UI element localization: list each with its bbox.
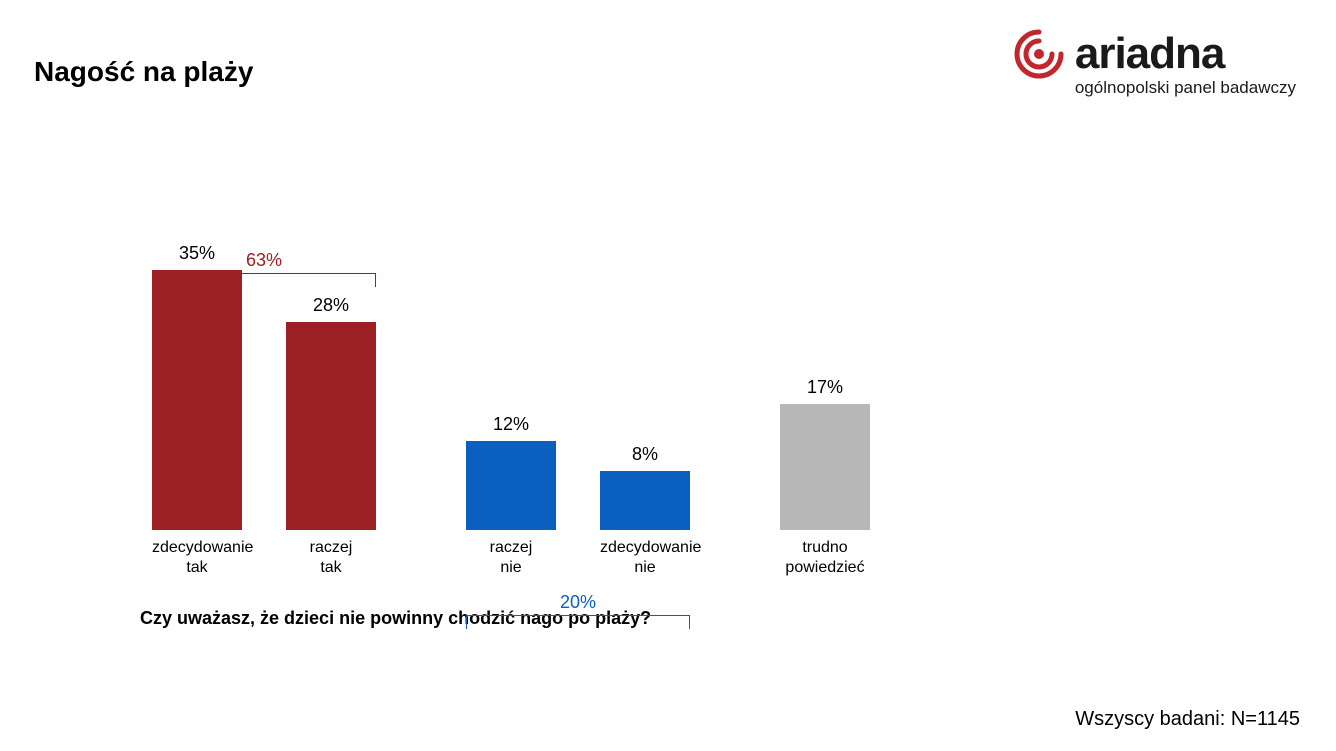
bar-value-label: 12% <box>493 414 529 435</box>
survey-bar-chart: 35%28%63%12%8%20%17% zdecydowanietakracz… <box>130 190 850 629</box>
group-total-label: 20% <box>467 592 689 613</box>
bar-column: 28% <box>286 295 376 530</box>
logo-wordmark: ariadna <box>1075 29 1225 79</box>
brand-logo: ariadna ogólnopolski panel badawczy <box>1013 28 1296 98</box>
ariadna-target-icon <box>1013 28 1065 80</box>
bar <box>286 322 376 530</box>
category-label: zdecydowanietak <box>152 538 242 578</box>
page-title: Nagość na plaży <box>34 56 253 88</box>
bar-value-label: 17% <box>807 377 843 398</box>
bar <box>600 471 690 530</box>
bar-column: 12% <box>466 414 556 530</box>
bar <box>152 270 242 530</box>
bar <box>466 441 556 530</box>
category-group: raczejnie zdecydowanienie <box>444 538 712 578</box>
group-bracket: 63% <box>152 273 376 287</box>
category-label: raczejtak <box>286 538 376 578</box>
category-label: raczejnie <box>466 538 556 578</box>
category-group: trudnopowiedzieć <box>758 538 892 578</box>
bar-group: 17% <box>758 377 892 530</box>
logo-subtitle: ogólnopolski panel badawczy <box>1075 78 1296 98</box>
bar <box>780 404 870 530</box>
category-label: trudnopowiedzieć <box>780 538 870 578</box>
bar-column: 17% <box>780 377 870 530</box>
category-group: zdecydowanietak raczejtak <box>130 538 398 578</box>
group-total-label: 63% <box>153 250 375 271</box>
category-label: zdecydowanienie <box>600 538 690 578</box>
group-bracket: 20% <box>466 615 690 629</box>
bar-value-label: 28% <box>313 295 349 316</box>
bar-group: 35%28%63% <box>130 243 398 530</box>
bar-group: 12%8%20% <box>444 414 712 530</box>
sample-size-note: Wszyscy badani: N=1145 <box>1075 708 1300 731</box>
bar-column: 8% <box>600 444 690 530</box>
bar-value-label: 8% <box>632 444 658 465</box>
